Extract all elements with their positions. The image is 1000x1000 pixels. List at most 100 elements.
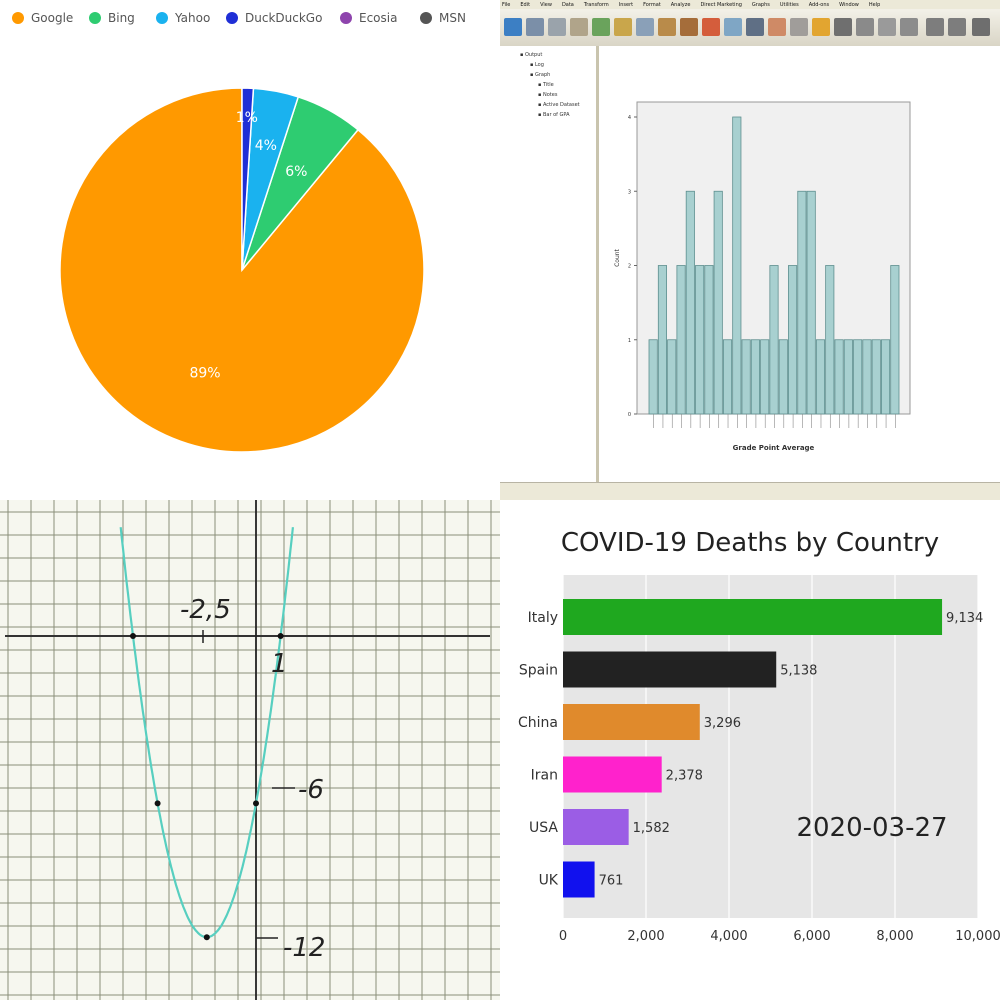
menu-view[interactable]: View bbox=[540, 1, 552, 8]
insert-output-icon[interactable] bbox=[878, 18, 896, 36]
value-label: 761 bbox=[599, 874, 624, 889]
gpa-bar bbox=[667, 339, 677, 415]
print-icon[interactable] bbox=[548, 18, 566, 36]
menu-insert[interactable]: Insert bbox=[618, 1, 634, 8]
menu-direct-marketing[interactable]: Direct Marketing bbox=[700, 1, 742, 8]
x-tick-label: 8,000 bbox=[876, 929, 913, 944]
legend-item-duckduckgo[interactable]: DuckDuckGo bbox=[226, 11, 322, 25]
menu-help[interactable]: Help bbox=[868, 1, 881, 8]
gpa-bar bbox=[648, 339, 658, 415]
date-annotation: 2020-03-27 bbox=[796, 813, 947, 843]
pie-slice-duckduckgo bbox=[241, 87, 255, 271]
export-icon[interactable] bbox=[570, 18, 588, 36]
menu-transform[interactable]: Transform bbox=[583, 1, 609, 8]
legend-item-google[interactable]: Google bbox=[12, 11, 73, 25]
undo-icon[interactable] bbox=[614, 18, 632, 36]
menu-edit[interactable]: Edit bbox=[520, 1, 531, 8]
menu-graphs[interactable]: Graphs bbox=[751, 1, 770, 8]
gpa-bar bbox=[797, 190, 807, 415]
y-axis-label: Count bbox=[614, 248, 621, 266]
value-labels-icon[interactable] bbox=[790, 18, 808, 36]
save-icon[interactable] bbox=[526, 18, 544, 36]
legend-label: Ecosia bbox=[359, 11, 397, 25]
category-label: UK bbox=[539, 873, 559, 889]
gpa-bar bbox=[778, 339, 788, 415]
spelling-icon[interactable] bbox=[856, 18, 874, 36]
legend-item-bing[interactable]: Bing bbox=[89, 11, 135, 25]
menu-data[interactable]: Data bbox=[561, 1, 574, 8]
menu-bar: File Edit View Data Transform Insert Format Ana… bbox=[500, 0, 1000, 9]
nav-item-notes[interactable]: ▪ Notes bbox=[538, 92, 558, 98]
pie-label-google: 89% bbox=[189, 366, 220, 382]
y-tick-label: 1 bbox=[628, 338, 631, 344]
variables-icon[interactable] bbox=[702, 18, 720, 36]
legend-swatch bbox=[12, 12, 24, 24]
curve-point bbox=[277, 633, 284, 639]
gpa-bar bbox=[695, 265, 705, 415]
gpa-bar bbox=[862, 339, 872, 415]
chart-title: COVID-19 Deaths by Country bbox=[560, 528, 940, 558]
nav-item-title[interactable]: ▪ Title bbox=[538, 82, 554, 88]
menu-add-ons[interactable]: Add-ons bbox=[808, 1, 830, 8]
menu-window[interactable]: Window bbox=[839, 1, 859, 8]
bar-china bbox=[563, 704, 700, 740]
menu-utilities[interactable]: Utilities bbox=[779, 1, 799, 8]
value-label: 3,296 bbox=[704, 716, 741, 731]
x-tick-label: 0 bbox=[559, 929, 567, 944]
gpa-bar bbox=[704, 265, 714, 415]
curve-point bbox=[253, 800, 259, 807]
bar-usa bbox=[563, 809, 629, 845]
curve-point bbox=[203, 934, 210, 941]
gpa-bar bbox=[843, 339, 853, 415]
open-icon[interactable] bbox=[504, 18, 522, 36]
menu-format[interactable]: Format bbox=[643, 1, 661, 8]
gpa-bar bbox=[788, 265, 798, 415]
nav-item-graph[interactable]: ▪ Graph bbox=[530, 72, 551, 78]
value-label: 5,138 bbox=[780, 664, 817, 679]
parabola-curve bbox=[119, 527, 294, 939]
bar-italy bbox=[563, 599, 943, 635]
use-sets-icon[interactable] bbox=[812, 18, 830, 36]
covid-deaths-panel: COVID-19 Deaths by Country 0 2,000 4,000 6,… bbox=[500, 500, 1000, 1000]
legend-swatch bbox=[226, 12, 238, 24]
select-cases-icon[interactable] bbox=[768, 18, 786, 36]
legend-swatch bbox=[156, 12, 168, 24]
nav-item-output[interactable]: ▪ Output bbox=[520, 52, 543, 58]
goto-case-icon[interactable] bbox=[680, 18, 698, 36]
gpa-bar bbox=[825, 265, 835, 415]
toolbar bbox=[500, 9, 1000, 47]
redo-icon[interactable] bbox=[636, 18, 654, 36]
nav-item-active-dataset[interactable]: ▪ Active Dataset bbox=[538, 102, 580, 108]
outline-navigator[interactable]: ▪ Output ▪ Log ▪ Graph ▪ Title ▪ Notes ▪ Acti… bbox=[500, 46, 599, 482]
arrow-left-icon[interactable] bbox=[926, 18, 944, 36]
category-label: China bbox=[518, 715, 558, 731]
legend-swatch bbox=[340, 12, 352, 24]
spss-output-window: File Edit View Data Transform Insert Format Ana… bbox=[500, 0, 1000, 500]
parabola-plot: -2,5 1 -6 -12 bbox=[0, 500, 500, 1000]
weight-icon[interactable] bbox=[746, 18, 764, 36]
nav-item-bar-of-gpa[interactable]: ▪ Bar of GPA bbox=[538, 112, 570, 118]
goto-data-icon[interactable] bbox=[658, 18, 676, 36]
chart-icon[interactable] bbox=[724, 18, 742, 36]
legend-swatch bbox=[420, 12, 432, 24]
legend-item-msn[interactable]: MSN bbox=[420, 11, 466, 25]
legend-item-ecosia[interactable]: Ecosia bbox=[340, 11, 397, 25]
recall-icon[interactable] bbox=[592, 18, 610, 36]
arrow-right-icon[interactable] bbox=[948, 18, 966, 36]
x-tick-label: 6,000 bbox=[793, 929, 830, 944]
category-label: USA bbox=[529, 820, 558, 836]
value-label: 1,582 bbox=[633, 821, 670, 836]
grid-lines bbox=[0, 500, 500, 1000]
handwritten-label: -12 bbox=[283, 933, 325, 963]
nav-item-log[interactable]: ▪ Log bbox=[530, 62, 544, 68]
curve-point bbox=[154, 800, 161, 807]
arrow-up-icon[interactable] bbox=[972, 18, 990, 36]
show-all-icon[interactable] bbox=[834, 18, 852, 36]
insert-text-icon[interactable] bbox=[900, 18, 918, 36]
gpa-bar bbox=[890, 265, 900, 415]
bar-spain bbox=[563, 651, 777, 688]
menu-file[interactable]: File bbox=[502, 1, 511, 8]
handwritten-label: -6 bbox=[298, 775, 324, 805]
menu-analyze[interactable]: Analyze bbox=[670, 1, 691, 8]
legend-item-yahoo[interactable]: Yahoo bbox=[156, 11, 210, 25]
